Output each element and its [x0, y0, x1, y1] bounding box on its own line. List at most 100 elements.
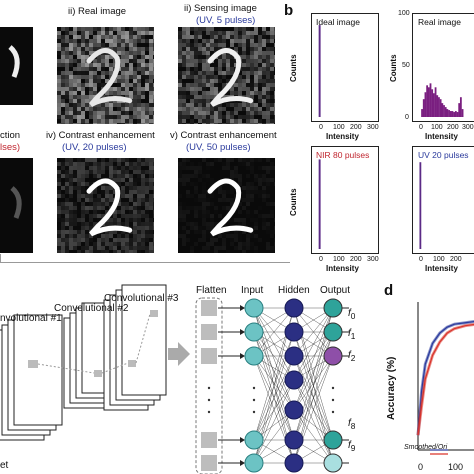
- histogram-nir-xtick-300: 300: [367, 256, 379, 263]
- input-node: [244, 298, 264, 318]
- histogram-uv-xtick-100: 100: [433, 256, 445, 263]
- histogram-bar: [454, 111, 457, 117]
- divider-a-c: [0, 262, 290, 263]
- caption-contrast-iv-line2: (UV, 20 pulses): [62, 142, 127, 153]
- digit-stroke: [207, 178, 254, 237]
- histogram-bar: [438, 97, 440, 117]
- histogram-nir-xtick-0: 0: [319, 256, 323, 263]
- accuracy-series-line: [417, 323, 474, 436]
- panel-d-letter: d: [384, 282, 394, 299]
- output-node: [323, 453, 343, 473]
- output-ellipsis: [331, 398, 335, 402]
- hidden-layer-label: Hidden: [278, 285, 310, 296]
- histogram-bar: [459, 97, 462, 117]
- input-ellipsis: [252, 398, 256, 402]
- histogram-bar: [429, 83, 432, 117]
- image-contrast-50: [178, 158, 275, 253]
- output-ellipsis: [331, 410, 335, 414]
- digit-stroke: [207, 48, 254, 107]
- accuracy-legend-title: Smoothed/Ori: [404, 444, 448, 451]
- histogram-real-xlabel: Intensity: [425, 132, 458, 141]
- hidden-node: [284, 453, 304, 473]
- histogram-bar: [436, 95, 439, 117]
- histogram-bar: [432, 93, 435, 117]
- histogram-bar: [461, 109, 464, 117]
- histogram-real-ytick-0: 0: [405, 114, 409, 121]
- input-node: [244, 453, 264, 473]
- caption-sensing-line2: (UV, 5 pulses): [196, 15, 256, 26]
- histogram-nir-xtick-100: 100: [333, 256, 345, 263]
- flatten-box: [195, 297, 223, 474]
- conv1-label: nvolutional #1: [0, 313, 62, 324]
- histogram-bar: [451, 111, 454, 117]
- caption-contrast-iv-line1: iv) Contrast enhancement: [46, 130, 155, 141]
- histogram-real-title: Real image: [418, 17, 461, 27]
- flatten-cell: [201, 300, 217, 316]
- histogram-uv: [412, 146, 474, 254]
- digit-stroke: [86, 48, 133, 107]
- histogram-nir-title: NIR 80 pulses: [316, 150, 370, 160]
- flatten-cell: [201, 348, 217, 364]
- histogram-ideal-xlabel: Intensity: [326, 132, 359, 141]
- histogram-bar: [419, 162, 422, 249]
- accuracy-xtick-100: 100: [448, 462, 464, 472]
- input-node: [244, 322, 264, 342]
- image-nir-cropped: [0, 158, 33, 253]
- input-label-cut: et: [0, 460, 9, 471]
- conv2-label: Convolutional #2: [54, 303, 129, 314]
- caption-contrast-v-line2: (UV, 50 pulses): [186, 142, 251, 153]
- hidden-node: [284, 298, 304, 318]
- output-node: [323, 346, 343, 366]
- input-ellipsis: [252, 410, 256, 414]
- histogram-nir-ylabel: Counts: [289, 188, 298, 216]
- input-node: [244, 430, 264, 450]
- flatten-label: Flatten: [196, 285, 227, 296]
- flatten-cell: [201, 432, 217, 448]
- histogram-uv-title: UV 20 pulses: [418, 150, 469, 160]
- caption-left-cut-1: ction: [0, 130, 21, 141]
- histogram-bar: [443, 105, 445, 117]
- histogram-nir-xtick-200: 200: [350, 256, 362, 263]
- output-label-2: f2: [348, 350, 356, 363]
- arrow-to-flatten: [168, 342, 190, 366]
- histogram-bar: [422, 99, 425, 117]
- panel-b-letter: b: [284, 2, 294, 19]
- caption-sensing-line1: ii) Sensing image: [184, 3, 257, 14]
- hidden-node: [284, 400, 304, 420]
- image-real: [57, 27, 154, 124]
- hidden-node: [284, 430, 304, 450]
- network-diagram: [0, 284, 349, 474]
- image-sensing: [178, 27, 275, 124]
- histogram-ideal-title: Ideal image: [316, 17, 360, 27]
- output-label-0: f0: [348, 308, 356, 321]
- histogram-uv-xlabel: Intensity: [425, 264, 458, 273]
- histogram-nir: [311, 146, 379, 254]
- histogram-ideal: [311, 13, 379, 122]
- accuracy-series-line: [417, 320, 474, 436]
- histogram-ideal-xtick-200: 200: [350, 124, 362, 131]
- histogram-bar: [431, 89, 434, 117]
- histogram-real-ylabel: Counts: [389, 54, 398, 82]
- histogram-bar: [421, 109, 423, 117]
- input-node: [244, 346, 264, 366]
- histogram-bar: [453, 112, 456, 117]
- histogram-real-xtick-200: 200: [447, 124, 459, 131]
- histogram-real-xtick-0: 0: [419, 124, 423, 131]
- input-ellipsis: [252, 386, 256, 390]
- histogram-real-ytick-50: 50: [402, 62, 410, 69]
- output-label-8: f8: [348, 418, 356, 431]
- histogram-ideal-xtick-300: 300: [367, 124, 379, 131]
- input-layer-label: Input: [241, 285, 264, 296]
- bracket-a: [0, 254, 11, 263]
- histogram-bar: [446, 109, 449, 117]
- output-node: [323, 430, 343, 450]
- image-ideal-cropped: [0, 27, 33, 105]
- histogram-bar: [434, 87, 437, 117]
- output-ellipsis: [331, 386, 335, 390]
- histogram-bar: [426, 85, 429, 117]
- histogram-real: [412, 13, 474, 122]
- histogram-bar: [439, 99, 442, 117]
- output-node: [323, 322, 343, 342]
- flatten-cell: [201, 324, 217, 340]
- histogram-uv-xtick-0: 0: [419, 256, 423, 263]
